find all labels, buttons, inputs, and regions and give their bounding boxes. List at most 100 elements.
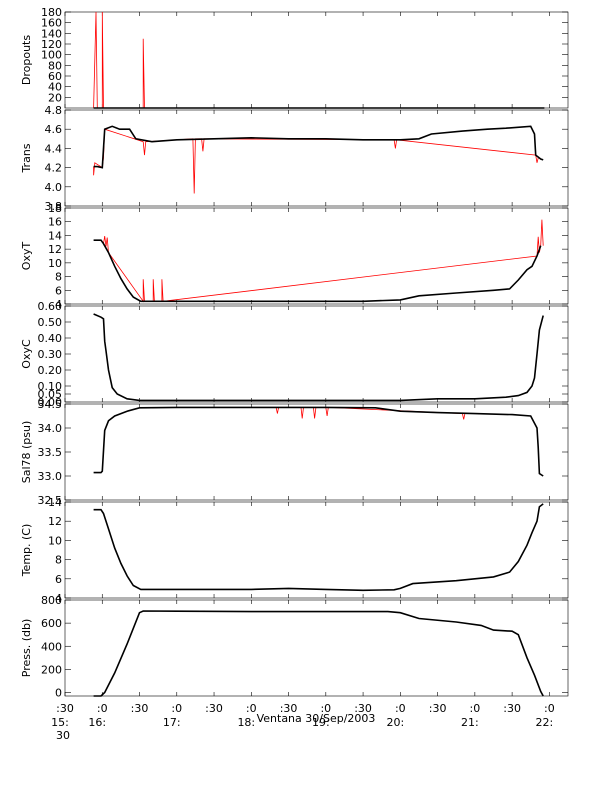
x-tick-label: :0 xyxy=(395,702,406,715)
panel-frame xyxy=(64,305,569,403)
y-tick-label: 40 xyxy=(48,81,62,94)
y-tick-label: 0 xyxy=(55,687,62,700)
y-tick-label: 0.00 xyxy=(38,396,63,409)
panel-frame xyxy=(64,403,569,501)
y-tick-label: 4.8 xyxy=(45,104,63,117)
panel-ylabel: Temp. (C) xyxy=(20,524,33,578)
panel-frame xyxy=(64,501,569,599)
y-tick-label: 4 xyxy=(55,298,62,311)
panel-frame xyxy=(64,207,569,305)
x-tick-label: :30 xyxy=(503,702,521,715)
time-axis-caption: Ventana 30/Sep/2003 xyxy=(257,712,376,725)
x-tick-label: :0 xyxy=(171,702,182,715)
x-tick-label: :0 xyxy=(320,702,331,715)
y-tick-label: 140 xyxy=(41,27,62,40)
y-tick-label: 4.4 xyxy=(45,142,63,155)
panel-press: Press. (db) 0 200 400 600 800 xyxy=(20,594,569,700)
series-raw-line xyxy=(103,219,544,303)
y-tick-label: 0.05 xyxy=(38,388,63,401)
panel-frame xyxy=(64,109,569,207)
y-tick-label: 34.0 xyxy=(38,422,63,435)
y-tick-label: 16 xyxy=(48,216,62,229)
panel-ylabel: OxyT xyxy=(20,242,33,271)
x-tick-label: :30 xyxy=(429,702,447,715)
panel-temp: Temp. (C) 4 6 8 10 12 14 xyxy=(20,496,569,605)
panel-oxyc: OxyC 0.000.050.10 0.20 0.30 0.40 0.50 0.60 xyxy=(20,300,569,409)
y-tick-label: 10 xyxy=(48,534,62,547)
panel-trans: Trans 3.8 4.0 4.2 4.4 4.6 4.8 xyxy=(20,104,569,213)
y-tick-label: 0.60 xyxy=(38,300,63,313)
y-tick-label: 8 xyxy=(55,271,62,284)
x-tick-label: :30 xyxy=(354,702,372,715)
series-line xyxy=(93,239,542,303)
y-tick-label: 600 xyxy=(41,617,62,630)
x-date-label: 18: xyxy=(237,716,255,729)
x-date-label: 16: xyxy=(88,716,106,729)
panel-ylabel: Dropouts xyxy=(20,35,33,85)
y-tick-label: 32.5 xyxy=(38,494,63,507)
y-tick-label: 6 xyxy=(55,284,62,297)
x-tick-label: :30 xyxy=(280,702,298,715)
y-tick-label: 33.0 xyxy=(38,470,63,483)
series-line xyxy=(93,610,544,697)
y-tick-label: 0.20 xyxy=(38,364,63,377)
time-axis: :3015::016::30:017::30:018::30:019::30:0… xyxy=(51,702,555,742)
panel-ylabel: Sal78 (psu) xyxy=(20,421,33,484)
y-tick-label: 8 xyxy=(55,554,62,567)
y-tick-label: 120 xyxy=(41,38,62,51)
x-tick-label: :0 xyxy=(246,702,257,715)
x-date-label: 21: xyxy=(461,716,479,729)
x-tick-label: :0 xyxy=(469,702,480,715)
x-tick-label: :30 xyxy=(131,702,149,715)
y-tick-label: 0.40 xyxy=(38,332,63,345)
chart-panels: Dropouts20406080100120140160180Trans3.84… xyxy=(20,6,569,700)
series-line xyxy=(93,313,544,402)
y-tick-label: 200 xyxy=(41,663,62,676)
y-tick-label: 34.5 xyxy=(38,398,63,411)
panel-ylabel: Press. (db) xyxy=(20,619,33,678)
y-tick-label: 20 xyxy=(48,91,62,104)
series-line xyxy=(93,406,544,477)
panel-sal: Sal78 (psu) 32.5 33.0 33.5 34.0 34.5 xyxy=(20,398,569,507)
x-tick-label: :0 xyxy=(544,702,555,715)
y-tick-label: 0.50 xyxy=(38,316,63,329)
series-raw-line xyxy=(275,406,466,420)
x-date-label: 17: xyxy=(163,716,181,729)
y-tick-label: 4.6 xyxy=(45,123,63,136)
y-tick-label: 3.8 xyxy=(45,200,63,213)
panel-ylabel: Trans xyxy=(20,143,33,173)
panel-frame xyxy=(64,11,569,109)
x-date-label: 22: xyxy=(536,716,554,729)
y-tick-label: 0.30 xyxy=(38,348,63,361)
y-tick-label: 80 xyxy=(48,59,62,72)
y-tick-label: 0.10 xyxy=(38,380,63,393)
y-tick-label: 6 xyxy=(55,573,62,586)
series-raw-line xyxy=(93,11,545,109)
y-tick-label: 14 xyxy=(48,229,62,242)
y-tick-label: 60 xyxy=(48,70,62,83)
y-tick-label: 12 xyxy=(48,243,62,256)
y-tick-label: 4.0 xyxy=(45,181,63,194)
y-tick-label: 10 xyxy=(48,257,62,270)
y-tick-label: 400 xyxy=(41,640,62,653)
x-extra-label: 30 xyxy=(56,729,70,742)
y-tick-label: 800 xyxy=(41,594,62,607)
x-tick-label: :0 xyxy=(97,702,108,715)
y-tick-label: 12 xyxy=(48,515,62,528)
y-tick-label: 100 xyxy=(41,49,62,62)
y-tick-label: 160 xyxy=(41,17,62,30)
y-tick-label: 180 xyxy=(41,6,62,19)
series-line xyxy=(93,503,544,592)
x-date-label: 20: xyxy=(386,716,404,729)
y-tick-label: 33.5 xyxy=(38,446,63,459)
series-line xyxy=(93,125,544,169)
x-tick-label: :30 xyxy=(205,702,223,715)
panel-ylabel: OxyC xyxy=(20,339,33,369)
panel-frame xyxy=(64,599,569,697)
x-tick-label: :30 xyxy=(56,702,74,715)
y-tick-label: 4 xyxy=(55,592,62,605)
x-date-label: 15: xyxy=(51,716,69,729)
